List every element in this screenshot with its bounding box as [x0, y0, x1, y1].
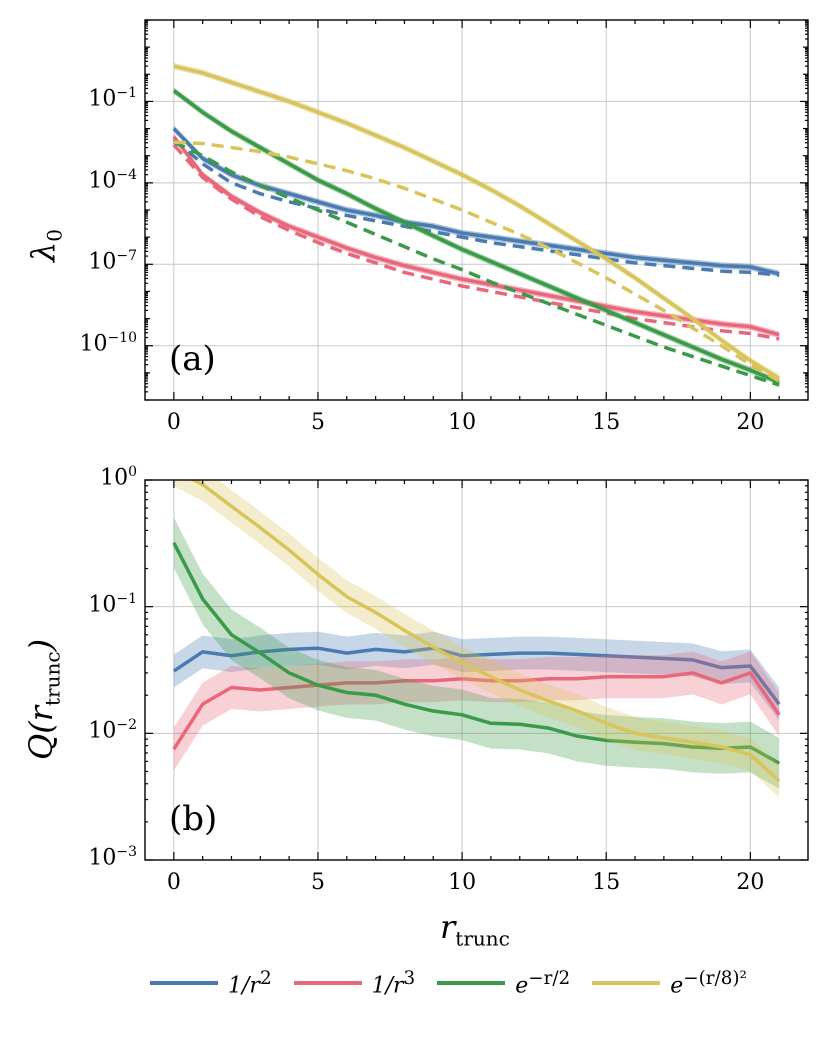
legend-swatch-inv-r2: [150, 981, 218, 986]
panel-b-xlabel: rtrunc: [440, 908, 510, 951]
series-line: [172, 541, 781, 765]
series-line: [172, 138, 780, 277]
y-tick-label: 10−10: [79, 329, 137, 357]
legend-swatch-gauss: [592, 981, 661, 986]
legend-label-inv-r3: 1/r3: [371, 968, 416, 999]
x-tick-label: 20: [736, 870, 765, 895]
series-band: [173, 651, 780, 771]
axis-frame: [144, 19, 809, 401]
legend-label-exp: e−r/2: [515, 968, 571, 999]
legend-swatch-inv-r3: [293, 981, 362, 986]
panel-b: (b): [144, 479, 809, 861]
y-tick-label: 10−1: [88, 590, 137, 617]
legend-label-gauss: e−(r/8)²: [670, 968, 747, 999]
panel-label: (a): [169, 339, 216, 379]
x-tick-label: 5: [310, 870, 325, 895]
legend-label-inv-r2: 1/r2: [228, 968, 272, 999]
y-tick-label: 100: [100, 464, 137, 491]
legend: 1/r2 1/r3 e−r/2 e−(r/8)²: [150, 968, 747, 998]
panel-label: (b): [169, 799, 217, 839]
series-line: [189, 480, 781, 783]
panel-a: (a): [144, 19, 809, 401]
axis-frame: [144, 479, 809, 861]
x-tick-label: 0: [166, 410, 181, 435]
y-tick-label: 10−3: [88, 844, 137, 871]
x-tick-label: 10: [448, 870, 477, 895]
y-tick-label: 10−2: [88, 717, 137, 744]
series-band: [173, 480, 780, 798]
legend-item-exp: e−r/2: [437, 968, 570, 998]
series-band: [173, 631, 780, 721]
x-tick-label: 10: [448, 410, 477, 435]
legend-swatch-exp: [437, 981, 506, 986]
series-band: [173, 87, 780, 386]
legend-item-gauss: e−(r/8)²: [592, 968, 747, 998]
y-tick-label: 10−7: [88, 248, 137, 275]
x-tick-label: 5: [310, 410, 325, 435]
x-tick-label: 0: [166, 870, 181, 895]
x-tick-label: 15: [592, 410, 621, 435]
y-tick-label: 10−1: [88, 85, 137, 112]
x-tick-label: 15: [592, 870, 621, 895]
legend-item-inv-r2: 1/r2: [150, 968, 272, 998]
legend-item-inv-r3: 1/r3: [293, 968, 416, 999]
series-band: [173, 62, 780, 382]
series-line: [173, 64, 781, 380]
series-line: [172, 127, 780, 276]
series-band: [173, 517, 780, 789]
y-tick-label: 10−4: [88, 166, 137, 194]
x-tick-label: 20: [736, 410, 765, 435]
series-line: [172, 143, 780, 341]
series-line: [172, 671, 781, 751]
plot-area: [172, 62, 781, 387]
series-line: [173, 140, 781, 383]
plot-area: [172, 480, 781, 798]
series-line: [173, 140, 780, 387]
series-line: [172, 646, 781, 706]
